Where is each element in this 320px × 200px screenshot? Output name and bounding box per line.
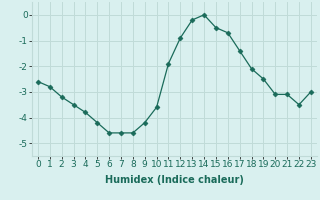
X-axis label: Humidex (Indice chaleur): Humidex (Indice chaleur): [105, 175, 244, 185]
